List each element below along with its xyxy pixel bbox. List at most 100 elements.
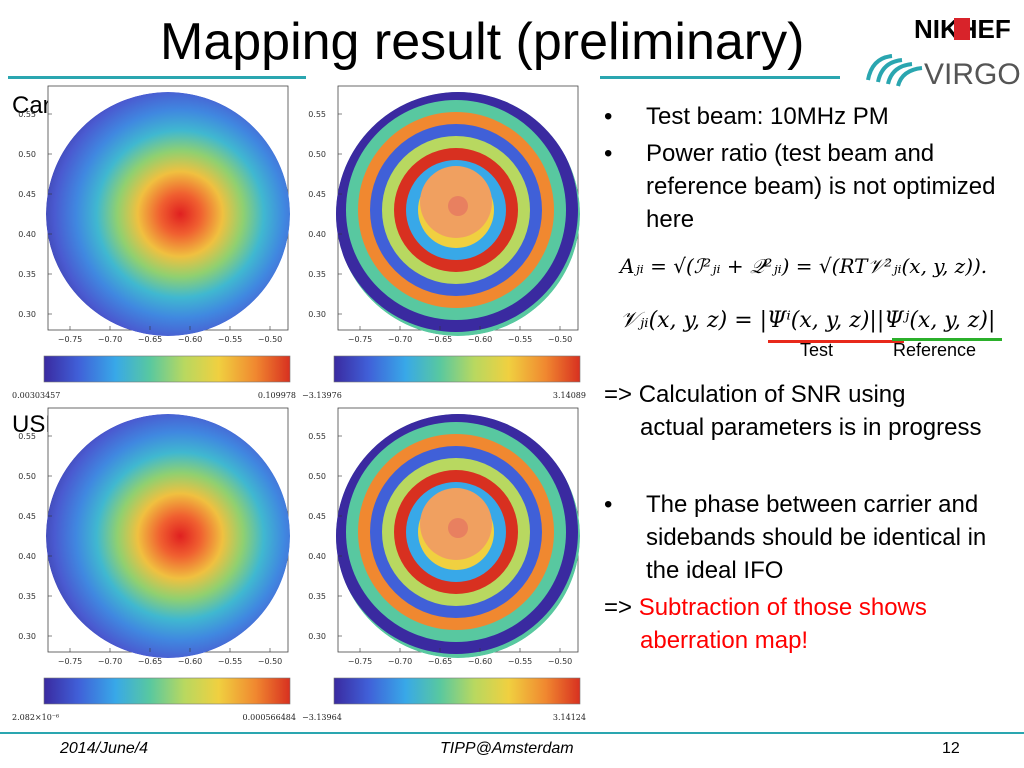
x-tick-label: −0.65 [138, 657, 163, 666]
footer-date: 2014/June/4 [60, 740, 149, 757]
y-tick-label: 0.50 [18, 472, 36, 481]
arrow-note-subtraction-red-1: Subtraction of those shows [638, 594, 927, 621]
colorbar-max: 0.000566484 [243, 713, 296, 722]
nikhef-virgo-logo: NIKHEF VIRGO [862, 6, 1022, 91]
colorbar [333, 677, 581, 705]
y-tick-label: 0.50 [308, 472, 326, 481]
y-tick-label: 0.45 [18, 512, 36, 521]
title-rule-right [600, 76, 840, 79]
label-reference: Reference [893, 340, 977, 360]
reference-underline [892, 338, 1002, 341]
formula-v-text: 𝒱ⱼᵢ(x, y, z) = |Ψⁱ(x, y, z)||Ψʲ(x, y, z)… [620, 308, 996, 333]
plot-carrier-amplitude: 0.55 0.50 0.45 0.40 0.35 0.30 −0.75 −0.70 −0.65 −… [8, 84, 300, 400]
colorbar-min: −3.13976 [302, 391, 342, 400]
x-tick-label: −0.70 [98, 657, 123, 666]
footer-page: 12 [942, 740, 960, 757]
y-tick-label: 0.35 [308, 592, 326, 601]
y-tick-label: 0.50 [18, 150, 36, 159]
y-tick-label: 0.35 [308, 270, 326, 279]
y-tick-label: 0.40 [18, 230, 36, 239]
bullet-dot: • [604, 140, 613, 167]
y-tick-label: 0.55 [308, 110, 326, 119]
y-tick-label: 0.55 [18, 432, 36, 441]
bullet-dot: • [604, 491, 613, 518]
arrow-note-snr: => Calculation of SNR using actual param… [600, 378, 1020, 444]
bullet-dot: • [604, 103, 613, 130]
formula-v-definition: 𝒱ⱼᵢ(x, y, z) = |Ψⁱ(x, y, z)||Ψʲ(x, y, z)… [620, 308, 995, 333]
x-tick-label: −0.60 [468, 335, 493, 344]
y-tick-label: 0.30 [18, 632, 36, 641]
y-tick-label: 0.40 [308, 552, 326, 561]
x-tick-label: −0.65 [428, 657, 453, 666]
test-underline [768, 340, 904, 343]
arrow-note-snr-line1: => Calculation of SNR using [604, 381, 906, 408]
y-tick-label: 0.40 [308, 230, 326, 239]
label-test: Test [800, 340, 834, 360]
bullet-item: • Power ratio (test beam and reference b… [600, 137, 1020, 236]
colorbar-max: 3.14124 [553, 713, 586, 722]
colorbar-max: 3.14089 [553, 391, 586, 400]
x-tick-label: −0.75 [348, 657, 373, 666]
y-tick-label: 0.30 [18, 310, 36, 319]
colorbar-min: 0.00303457 [12, 391, 60, 400]
x-tick-label: −0.65 [428, 335, 453, 344]
y-tick-label: 0.45 [308, 190, 326, 199]
x-tick-label: −0.50 [548, 657, 573, 666]
y-tick-label: 0.30 [308, 632, 326, 641]
bullet-text: Power ratio (test beam and reference bea… [646, 140, 996, 233]
x-tick-label: −0.50 [258, 657, 283, 666]
x-tick-label: −0.75 [348, 335, 373, 344]
colorbar [43, 355, 291, 383]
x-tick-label: −0.60 [468, 657, 493, 666]
arrow-note-subtraction-prefix: => [604, 594, 633, 621]
formula-amplitude: Aⱼᵢ = √(ℐ²ⱼᵢ + 𝒬²ⱼᵢ) = √(RT𝒱²ⱼᵢ(x, y, z)… [620, 254, 987, 278]
x-tick-label: −0.70 [388, 335, 413, 344]
arrow-note-subtraction: => Subtraction of those shows aberration… [600, 591, 1020, 657]
x-tick-label: −0.75 [58, 657, 83, 666]
plot-carrier-phase: 0.55 0.50 0.45 0.40 0.35 0.30 −0.75 −0.70 −0.65 −… [298, 84, 590, 400]
x-tick-label: −0.70 [98, 335, 123, 344]
colorbar-min: 2.082×10⁻⁶ [12, 713, 59, 722]
x-tick-label: −0.55 [218, 657, 243, 666]
x-tick-label: −0.75 [58, 335, 83, 344]
x-tick-label: −0.60 [178, 335, 203, 344]
x-tick-label: −0.55 [508, 335, 533, 344]
y-tick-label: 0.45 [308, 512, 326, 521]
title-rule-left [8, 76, 306, 79]
y-tick-label: 0.30 [308, 310, 326, 319]
bullet-text: The phase between carrier and sidebands … [646, 491, 987, 584]
bullet-text: Test beam: 10MHz PM [646, 103, 889, 130]
arrow-note-snr-line2: actual parameters is in progress [640, 414, 982, 441]
y-tick-label: 0.45 [18, 190, 36, 199]
colorbar [333, 355, 581, 383]
y-tick-label: 0.55 [308, 432, 326, 441]
y-tick-label: 0.35 [18, 592, 36, 601]
y-tick-label: 0.50 [308, 150, 326, 159]
y-tick-label: 0.55 [18, 110, 36, 119]
bullet-list: • Test beam: 10MHz PM • Power ratio (tes… [600, 100, 1020, 240]
y-tick-label: 0.35 [18, 270, 36, 279]
plot-usb-phase: 0.55 0.50 0.45 0.40 0.35 0.30 −0.75 −0.70 −0.65 −… [298, 406, 590, 722]
x-tick-label: −0.65 [138, 335, 163, 344]
colorbar-max: 0.109978 [258, 391, 296, 400]
x-tick-label: −0.50 [548, 335, 573, 344]
colorbar-min: −3.13964 [302, 713, 342, 722]
slide-title: Mapping result (preliminary) [160, 13, 805, 71]
logo-text-virgo: VIRGO [924, 58, 1021, 90]
arrow-note-subtraction-red-2: aberration map! [640, 627, 809, 654]
x-tick-label: −0.70 [388, 657, 413, 666]
plot-usb-amplitude: 0.55 0.50 0.45 0.40 0.35 0.30 −0.75 −0.70 −0.65 −… [8, 406, 300, 722]
bullet-item: • Test beam: 10MHz PM [600, 100, 1020, 133]
bullet-list-lower: => Calculation of SNR using actual param… [600, 376, 1020, 657]
y-tick-label: 0.40 [18, 552, 36, 561]
x-tick-label: −0.55 [508, 657, 533, 666]
x-tick-label: −0.50 [258, 335, 283, 344]
bullet-item: • The phase between carrier and sideband… [600, 488, 1020, 587]
footer-event: TIPP@Amsterdam [440, 740, 574, 757]
footer-rule [0, 732, 1024, 734]
colorbar [43, 677, 291, 705]
formula-amplitude-text: Aⱼᵢ = √(ℐ²ⱼᵢ + 𝒬²ⱼᵢ) = √(RT𝒱²ⱼᵢ(x, y, z)… [620, 254, 988, 278]
x-tick-label: −0.55 [218, 335, 243, 344]
formula-block: Aⱼᵢ = √(ℐ²ⱼᵢ + 𝒬²ⱼᵢ) = √(RT𝒱²ⱼᵢ(x, y, z)… [620, 252, 1002, 362]
x-tick-label: −0.60 [178, 657, 203, 666]
